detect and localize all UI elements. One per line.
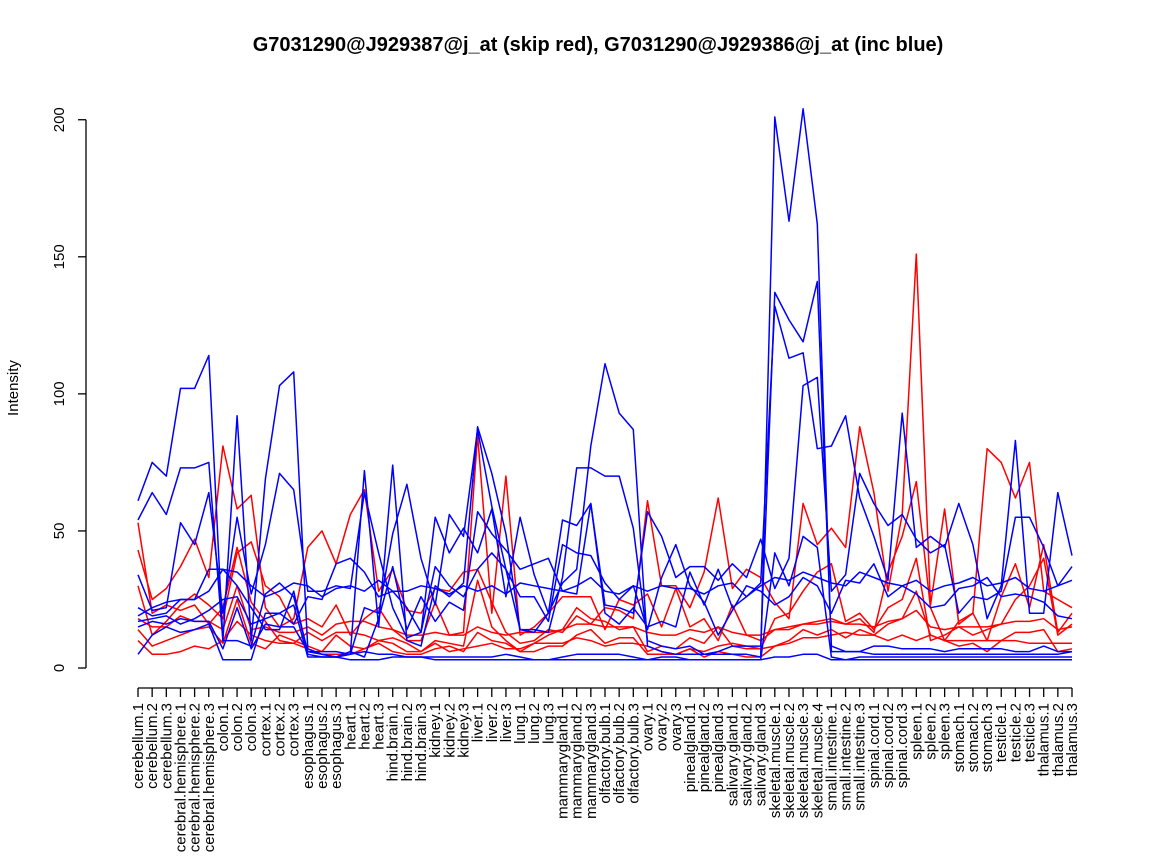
x-tick-label: stomach.2 [965, 703, 982, 772]
x-tick-label: skeletal.muscle.1 [767, 703, 784, 818]
x-tick-label: colon.1 [215, 703, 232, 751]
x-tick-label: thalamus.1 [1036, 703, 1053, 776]
x-tick-label: pinealgland.1 [682, 703, 699, 792]
x-tick-label: hind.brain.2 [399, 703, 416, 781]
x-tick-label: heart.1 [342, 703, 359, 750]
x-tick-label: mammarygland.2 [569, 703, 586, 819]
x-tick-label: liver.1 [470, 703, 487, 742]
x-tick-label: testicle.1 [993, 703, 1010, 762]
y-tick-label: 0 [51, 664, 68, 672]
x-tick-label: small.intestine.1 [823, 703, 840, 811]
x-tick-label: cortex.3 [286, 703, 303, 756]
series-line [137, 305, 1073, 639]
x-tick-label: cerebral.hemisphere.3 [201, 703, 218, 852]
x-tick-label: olfactory.bulb.1 [597, 703, 614, 804]
y-tick-label: 200 [51, 107, 68, 132]
x-tick-label: hind.brain.3 [413, 703, 430, 781]
x-tick-label: hind.brain.1 [385, 703, 402, 781]
series-line [137, 590, 1073, 658]
x-tick-label: cerebellum.1 [130, 703, 147, 789]
x-tick-label: skeletal.muscle.3 [795, 703, 812, 818]
x-tick-label: skeletal.muscle.4 [809, 703, 826, 818]
x-tick-label: stomach.1 [951, 703, 968, 772]
x-tick-label: salivary.gland.3 [753, 703, 770, 806]
series-line [137, 606, 1072, 661]
x-tick-label: pinealgland.2 [696, 703, 713, 792]
x-tick-label: spleen.3 [937, 703, 954, 760]
x-tick-label: kidney.2 [441, 703, 458, 758]
x-tick-label: pinealgland.3 [710, 703, 727, 792]
x-tick-label: kidney.3 [455, 703, 472, 758]
x-tick-label: spinal.cord.2 [880, 703, 897, 788]
x-tick-label: mammarygland.1 [555, 703, 572, 819]
x-tick-label: thalamus.2 [1050, 703, 1067, 776]
x-tick-label: colon.2 [229, 703, 246, 751]
x-tick-label: salivary.gland.1 [724, 703, 741, 806]
y-tick-label: 150 [51, 244, 68, 269]
x-tick-label: lung.2 [526, 703, 543, 744]
series-line [137, 376, 1073, 658]
y-axis: 0 50 100 150 200 [51, 107, 87, 672]
x-tick-label: liver.3 [498, 703, 515, 742]
x-tick-label: spleen.2 [922, 703, 939, 760]
x-tick-label: kidney.1 [427, 703, 444, 758]
x-tick-label: skeletal.muscle.2 [781, 703, 798, 818]
x-tick-label: cerebellum.2 [144, 703, 161, 789]
x-tick-label: ovary.1 [639, 703, 656, 751]
y-tick-label: 50 [51, 523, 68, 540]
x-tick-label: esophagus.2 [314, 703, 331, 789]
series-line [137, 543, 1073, 636]
x-tick-label: esophagus.3 [328, 703, 345, 789]
x-tick-label: thalamus.3 [1064, 703, 1081, 776]
x-tick-label: heart.2 [356, 703, 373, 750]
series-line [137, 585, 1073, 636]
chart-title: G7031290@J929387@j_at (skip red), G70312… [253, 34, 944, 56]
series-line [137, 280, 1072, 658]
series-line [137, 108, 1073, 658]
series-line [137, 568, 1073, 617]
x-tick-label: stomach.3 [979, 703, 996, 772]
x-tick-label: small.intestine.2 [838, 703, 855, 811]
x-tick-label: cerebral.hemisphere.2 [187, 703, 204, 852]
x-tick-label: cerebellum.3 [158, 703, 175, 789]
x-tick-label: testicle.2 [1007, 703, 1024, 762]
series-line [137, 535, 1072, 661]
x-tick-label: spinal.cord.1 [866, 703, 883, 788]
x-tick-label: mammarygland.3 [583, 703, 600, 819]
x-tick-label: small.intestine.3 [852, 703, 869, 811]
series-layer [137, 108, 1073, 661]
x-tick-label: cerebral.hemisphere.1 [172, 703, 189, 852]
x-tick-label: spleen.1 [908, 703, 925, 760]
x-tick-label: olfactory.bulb.2 [611, 703, 628, 804]
x-tick-label: ovary.2 [654, 703, 671, 751]
x-tick-label: salivary.gland.2 [739, 703, 756, 806]
x-tick-label: lung.1 [512, 703, 529, 744]
x-tick-label: ovary.3 [668, 703, 685, 751]
x-tick-label: olfactory.bulb.3 [625, 703, 642, 804]
x-tick-label: spinal.cord.3 [894, 703, 911, 788]
x-tick-label: cortex.1 [257, 703, 274, 756]
y-axis-label: Intensity [5, 360, 22, 416]
x-tick-label: heart.3 [371, 703, 388, 750]
y-tick-label: 100 [51, 381, 68, 406]
x-axis: cerebellum.1cerebellum.2cerebellum.3cere… [130, 687, 1081, 852]
series-line [137, 522, 1072, 656]
series-line [137, 557, 1073, 653]
x-tick-label: lung.3 [540, 703, 557, 744]
x-tick-label: testicle.3 [1022, 703, 1039, 762]
x-tick-label: esophagus.1 [300, 703, 317, 789]
x-tick-label: colon.3 [243, 703, 260, 751]
x-tick-label: cortex.2 [272, 703, 289, 756]
x-tick-label: liver.2 [484, 703, 501, 742]
